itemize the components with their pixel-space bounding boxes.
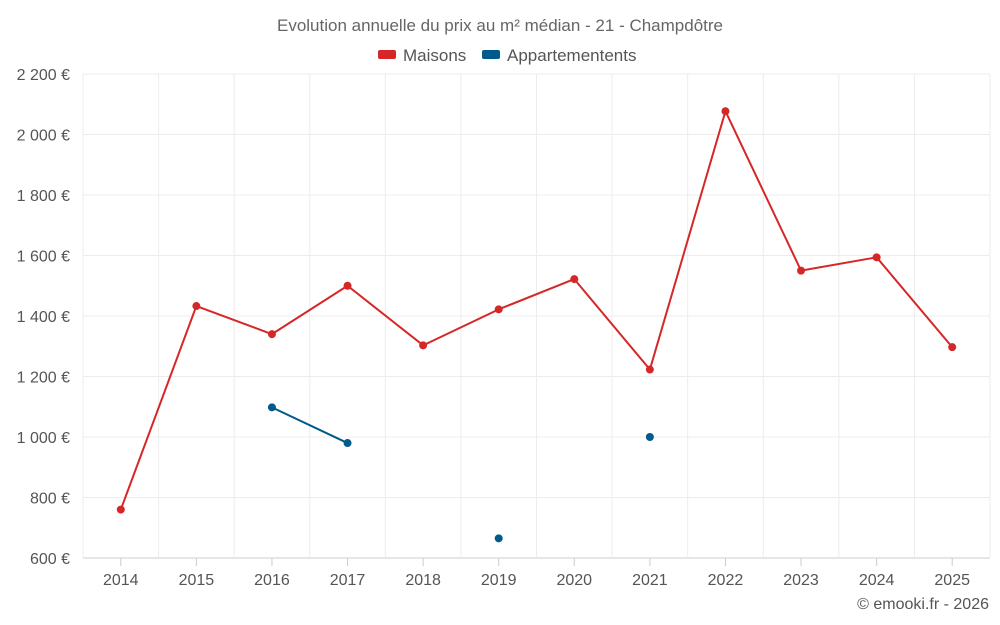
data-point-maisons[interactable]	[645, 365, 654, 374]
series-layer	[116, 107, 957, 543]
chart-title: Evolution annuelle du prix au m² médian …	[277, 16, 723, 35]
series-line-maisons	[119, 110, 953, 510]
legend-item-appartements[interactable]: Appartementents	[482, 46, 636, 65]
data-point-maisons[interactable]	[192, 302, 201, 311]
data-point-appartements[interactable]	[494, 534, 503, 543]
x-tick-label: 2025	[934, 572, 970, 589]
x-tick-label: 2016	[254, 572, 290, 589]
x-axis: 2014 2015 2016 2017 2018 2019 2020 2021 2022 2023…	[103, 558, 970, 589]
data-point-appartements[interactable]	[343, 439, 352, 448]
data-point-maisons[interactable]	[872, 253, 881, 262]
data-point-appartements[interactable]	[645, 433, 654, 441]
legend-label-appartements: Appartementents	[507, 46, 636, 65]
data-point-maisons[interactable]	[494, 305, 503, 314]
y-tick-label: 1 600 €	[17, 249, 70, 266]
legend-swatch-maisons	[378, 50, 396, 59]
x-tick-label: 2022	[708, 572, 744, 589]
legend-item-maisons[interactable]: Maisons	[378, 46, 466, 65]
data-point-maisons[interactable]	[948, 343, 957, 352]
credit-text: © emooki.fr - 2026	[857, 596, 989, 613]
y-tick-label: 1 800 €	[17, 188, 70, 205]
x-tick-label: 2019	[481, 572, 517, 589]
y-tick-label: 2 200 €	[17, 67, 70, 84]
y-tick-label: 800 €	[30, 491, 70, 508]
y-tick-label: 1 000 €	[17, 430, 70, 447]
data-point-maisons[interactable]	[570, 275, 579, 284]
data-point-maisons[interactable]	[721, 107, 730, 116]
legend-swatch-appartements	[482, 50, 500, 59]
data-point-appartements[interactable]	[267, 403, 276, 412]
x-tick-label: 2021	[632, 572, 668, 589]
data-point-maisons[interactable]	[267, 330, 276, 339]
x-tick-label: 2024	[859, 572, 895, 589]
legend-label-maisons: Maisons	[403, 46, 466, 65]
x-tick-label: 2014	[103, 572, 139, 589]
y-tick-label: 1 200 €	[17, 370, 70, 387]
data-point-maisons[interactable]	[419, 341, 428, 350]
data-point-maisons[interactable]	[343, 281, 352, 290]
x-tick-label: 2017	[330, 572, 366, 589]
y-tick-label: 1 400 €	[17, 309, 70, 326]
data-point-maisons[interactable]	[797, 266, 806, 275]
x-tick-label: 2018	[405, 572, 441, 589]
x-tick-label: 2023	[783, 572, 819, 589]
grid	[82, 73, 991, 559]
y-axis: 600 € 800 € 1 000 € 1 200 € 1 400 € 1 600 € 1 …	[17, 67, 70, 568]
series-line-appartements	[271, 406, 348, 444]
data-point-maisons[interactable]	[116, 505, 125, 514]
x-tick-label: 2020	[556, 572, 592, 589]
legend: Maisons Appartementents	[378, 46, 636, 65]
y-tick-label: 2 000 €	[17, 128, 70, 145]
y-tick-label: 600 €	[30, 551, 70, 568]
x-tick-label: 2015	[179, 572, 215, 589]
